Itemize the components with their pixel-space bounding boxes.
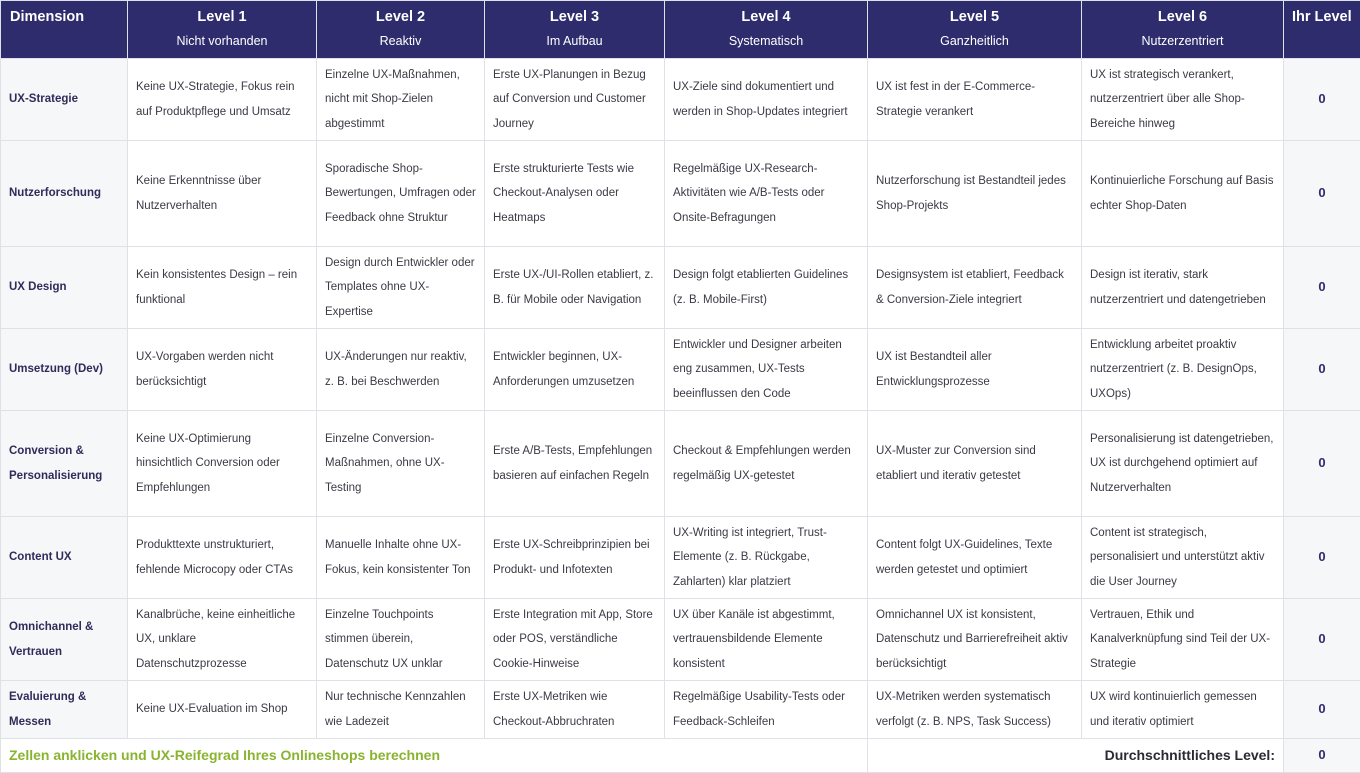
level-cell-5[interactable]: UX ist fest in der E-Commerce-Strategie … [868,59,1082,141]
level-cell-4[interactable]: Checkout & Empfehlungen werden regelmäßi… [665,411,868,517]
level-subtitle: Systematisch [665,34,867,48]
level-cell-1[interactable]: Keine UX-Strategie, Fokus rein auf Produ… [128,59,317,141]
level-cell-5[interactable]: Omnichannel UX ist konsistent, Datenschu… [868,599,1082,681]
level-cell-5[interactable]: Designsystem ist etabliert, Feedback & C… [868,247,1082,329]
row-level-value: 0 [1284,59,1360,141]
level-label: Level 1 [128,9,316,25]
level-label: Level 6 [1082,9,1283,25]
level-cell-6[interactable]: Content ist strategisch, personalisiert … [1082,517,1284,599]
level-cell-4[interactable]: UX-Writing ist integriert, Trust-Element… [665,517,868,599]
level-cell-6[interactable]: Personalisierung ist datengetrieben, UX … [1082,411,1284,517]
level-cell-3[interactable]: Entwickler beginnen, UX-Anforderungen um… [485,329,665,411]
cta-text: Zellen anklicken und UX-Reifegrad Ihres … [1,739,868,773]
level-cell-4[interactable]: Regelmäßige Usability-Tests oder Feedbac… [665,681,868,739]
dimension-label: Content UX [1,517,128,599]
level-cell-2[interactable]: Manuelle Inhalte ohne UX-Fokus, kein kon… [317,517,485,599]
level-cell-1[interactable]: Keine UX-Evaluation im Shop [128,681,317,739]
level-cell-4[interactable]: UX über Kanäle ist abgestimmt, vertrauen… [665,599,868,681]
level-cell-3[interactable]: Erste Integration mit App, Store oder PO… [485,599,665,681]
row-level-value: 0 [1284,141,1360,247]
row-level-value: 0 [1284,681,1360,739]
level-cell-5[interactable]: UX ist Bestandteil aller Entwicklungspro… [868,329,1082,411]
header-dimension: Dimension [1,1,128,59]
level-cell-5[interactable]: UX-Metriken werden systematisch verfolgt… [868,681,1082,739]
level-subtitle: Im Aufbau [485,34,664,48]
level-cell-6[interactable]: Vertrauen, Ethik und Kanalverknüpfung si… [1082,599,1284,681]
level-cell-3[interactable]: Erste UX-Schreibprinzipien bei Produkt- … [485,517,665,599]
header-level-4: Level 4 Systematisch [665,1,868,59]
dimension-label: Evaluierung & Messen [1,681,128,739]
average-label: Durchschnittliches Level: [868,739,1284,773]
dimension-label: Omnichannel & Vertrauen [1,599,128,681]
level-cell-3[interactable]: Erste UX-Metriken wie Checkout-Abbruchra… [485,681,665,739]
level-cell-2[interactable]: Nur technische Kennzahlen wie Ladezeit [317,681,485,739]
level-cell-6[interactable]: UX ist strategisch verankert, nutzerzent… [1082,59,1284,141]
level-cell-1[interactable]: Produkttexte unstrukturiert, fehlende Mi… [128,517,317,599]
level-label: Level 4 [665,9,867,25]
row-level-value: 0 [1284,247,1360,329]
footer-row: Zellen anklicken und UX-Reifegrad Ihres … [1,739,1360,773]
header-ihr-level: Ihr Level [1284,1,1360,59]
header-level-1: Level 1 Nicht vorhanden [128,1,317,59]
level-cell-2[interactable]: Design durch Entwickler oder Templates o… [317,247,485,329]
average-level-value: 0 [1284,739,1360,773]
level-cell-4[interactable]: Regelmäßige UX-Research-Aktivitäten wie … [665,141,868,247]
level-subtitle: Reaktiv [317,34,484,48]
level-subtitle: Nutzerzentriert [1082,34,1283,48]
header-level-2: Level 2 Reaktiv [317,1,485,59]
level-cell-3[interactable]: Erste UX-Planungen in Bezug auf Conversi… [485,59,665,141]
header-level-3: Level 3 Im Aufbau [485,1,665,59]
level-cell-3[interactable]: Erste strukturierte Tests wie Checkout-A… [485,141,665,247]
level-cell-6[interactable]: Design ist iterativ, stark nutzerzentrie… [1082,247,1284,329]
level-cell-3[interactable]: Erste UX-/UI-Rollen etabliert, z. B. für… [485,247,665,329]
level-subtitle: Ganzheitlich [868,34,1081,48]
level-cell-2[interactable]: Einzelne Conversion-Maßnahmen, ohne UX-T… [317,411,485,517]
level-cell-4[interactable]: UX-Ziele sind dokumentiert und werden in… [665,59,868,141]
dimension-label: Nutzerforschung [1,141,128,247]
dimension-label: Umsetzung (Dev) [1,329,128,411]
header-level-5: Level 5 Ganzheitlich [868,1,1082,59]
level-cell-1[interactable]: Keine UX-Optimierung hinsichtlich Conver… [128,411,317,517]
level-cell-6[interactable]: Kontinuierliche Forschung auf Basis echt… [1082,141,1284,247]
level-cell-4[interactable]: Entwickler und Designer arbeiten eng zus… [665,329,868,411]
level-cell-1[interactable]: Keine Erkenntnisse über Nutzerverhalten [128,141,317,247]
level-label: Level 5 [868,9,1081,25]
level-label: Level 2 [317,9,484,25]
dimension-label: Conversion & Personalisierung [1,411,128,517]
level-cell-5[interactable]: UX-Muster zur Conversion sind etabliert … [868,411,1082,517]
header-level-6: Level 6 Nutzerzentriert [1082,1,1284,59]
level-cell-4[interactable]: Design folgt etablierten Guidelines (z. … [665,247,868,329]
level-cell-2[interactable]: Einzelne UX-Maßnahmen, nicht mit Shop-Zi… [317,59,485,141]
row-level-value: 0 [1284,329,1360,411]
level-cell-5[interactable]: Content folgt UX-Guidelines, Texte werde… [868,517,1082,599]
level-cell-6[interactable]: Entwicklung arbeitet proaktiv nutzerzent… [1082,329,1284,411]
level-subtitle: Nicht vorhanden [128,34,316,48]
dimension-label: UX-Strategie [1,59,128,141]
level-cell-1[interactable]: Kein konsistentes Design – rein funktion… [128,247,317,329]
table-row: Umsetzung (Dev)UX-Vorgaben werden nicht … [1,329,1360,411]
level-cell-5[interactable]: Nutzerforschung ist Bestandteil jedes Sh… [868,141,1082,247]
level-cell-1[interactable]: UX-Vorgaben werden nicht berücksichtigt [128,329,317,411]
level-cell-2[interactable]: Einzelne Touchpoints stimmen überein, Da… [317,599,485,681]
row-level-value: 0 [1284,517,1360,599]
level-cell-3[interactable]: Erste A/B-Tests, Empfehlungen basieren a… [485,411,665,517]
level-cell-2[interactable]: UX-Änderungen nur reaktiv, z. B. bei Bes… [317,329,485,411]
level-cell-6[interactable]: UX wird kontinuierlich gemessen und iter… [1082,681,1284,739]
row-level-value: 0 [1284,599,1360,681]
level-cell-2[interactable]: Sporadische Shop-Bewertungen, Umfragen o… [317,141,485,247]
level-label: Level 3 [485,9,664,25]
row-level-value: 0 [1284,411,1360,517]
level-cell-1[interactable]: Kanalbrüche, keine einheitliche UX, unkl… [128,599,317,681]
dimension-label: UX Design [1,247,128,329]
